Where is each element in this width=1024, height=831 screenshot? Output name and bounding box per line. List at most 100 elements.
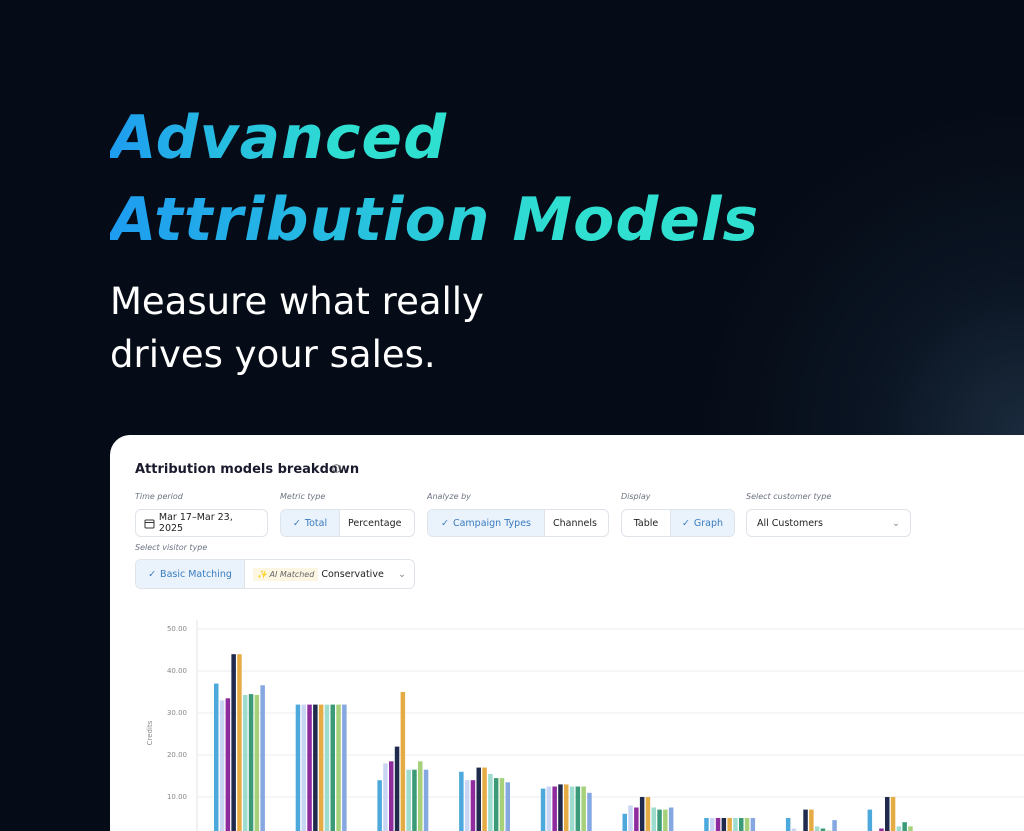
- filter-label: Time period: [135, 492, 183, 501]
- bar: [634, 807, 639, 831]
- filter-label: Analyze by: [427, 492, 471, 501]
- bar: [423, 769, 429, 831]
- bar: [383, 763, 388, 831]
- ai-tag: AI Matched: [269, 569, 315, 579]
- toggle-option[interactable]: Percentage: [339, 510, 409, 536]
- bar: [214, 683, 219, 831]
- bar: [243, 694, 248, 831]
- y-tick-label: 20.00: [167, 751, 187, 759]
- bar: [394, 746, 400, 831]
- bar: [668, 807, 674, 831]
- calendar-icon: [144, 519, 155, 528]
- bar: [581, 786, 586, 831]
- bar: [248, 694, 254, 831]
- bar: [896, 826, 902, 831]
- toggle-option[interactable]: Channels: [544, 510, 605, 536]
- bar: [639, 797, 645, 831]
- bar: [330, 704, 335, 831]
- bar: [803, 809, 808, 831]
- info-icon: [332, 464, 341, 473]
- bar: [879, 828, 884, 831]
- bar: [470, 780, 476, 831]
- filter-label: Select customer type: [746, 492, 832, 501]
- bar: [505, 782, 510, 831]
- bar: [558, 784, 563, 831]
- bar: [301, 704, 306, 831]
- option-label: Channels: [553, 517, 597, 529]
- bar: [389, 761, 394, 831]
- bar: [464, 780, 470, 831]
- bar: [307, 704, 312, 831]
- bar: [482, 767, 487, 831]
- toggle-option[interactable]: ✓ Basic Matching: [136, 560, 244, 588]
- bar: [219, 700, 225, 831]
- bar: [237, 654, 242, 831]
- bar: [342, 704, 347, 831]
- filter-label: Display: [621, 492, 651, 501]
- subheadline: drives your sales.: [110, 333, 436, 376]
- toggle-option[interactable]: ✓ Campaign Types: [428, 510, 544, 536]
- bar: [651, 807, 656, 831]
- bar: [476, 767, 481, 831]
- bar: [733, 818, 738, 831]
- option-label: Percentage: [348, 517, 402, 529]
- option-label: Table: [633, 517, 659, 529]
- bar: [785, 818, 791, 831]
- bar: [564, 784, 569, 831]
- bar: [260, 685, 265, 831]
- bar: [569, 786, 575, 831]
- option-label: Graph: [693, 517, 724, 529]
- y-axis-label: Credits: [146, 720, 154, 745]
- option-label: Total: [304, 517, 328, 529]
- y-tick-label: 10.00: [167, 793, 187, 801]
- chart: Credits 10.00 20.00 30.00 40.00 50.00: [146, 620, 1024, 831]
- bar: [412, 769, 417, 831]
- ai-select[interactable]: ✨ AI Matched Conservative ⌄: [244, 560, 414, 588]
- bar: [704, 818, 709, 831]
- bar: [739, 818, 744, 831]
- toggle-group: ✓ Total Percentage: [280, 509, 415, 537]
- bar: [867, 809, 873, 831]
- filter-label: Select visitor type: [135, 543, 208, 552]
- bar: [406, 769, 411, 831]
- option-label: Basic Matching: [160, 568, 232, 580]
- bar: [814, 826, 820, 831]
- bar: [622, 813, 627, 831]
- bar: [744, 818, 750, 831]
- bar: [546, 786, 552, 831]
- bar: [715, 818, 721, 831]
- panel-title: Attribution models breakdown: [135, 462, 360, 477]
- bar: [587, 792, 592, 831]
- toggle-group: ✓ Campaign Types Channels: [427, 509, 609, 537]
- bar: [890, 797, 896, 831]
- bar: [645, 797, 651, 831]
- toggle-option[interactable]: ✓ Graph: [670, 510, 734, 536]
- bar: [791, 828, 797, 831]
- bar: [902, 822, 907, 831]
- toggle-group: ✓ Basic Matching ✨ AI Matched Conservativ…: [135, 559, 415, 589]
- bar: [710, 818, 715, 831]
- option-label: Campaign Types: [452, 517, 531, 529]
- bar: [628, 805, 633, 831]
- bar: [575, 786, 581, 831]
- bar: [657, 809, 662, 831]
- bar: [418, 761, 423, 831]
- toggle-option[interactable]: Table: [622, 510, 670, 536]
- bar: [488, 773, 493, 831]
- bar: [318, 704, 324, 831]
- bar: [377, 780, 382, 831]
- y-tick-label: 50.00: [167, 625, 187, 633]
- bar: [225, 698, 231, 831]
- select[interactable]: All Customers ⌄: [746, 509, 911, 537]
- y-tick-label: 30.00: [167, 709, 187, 717]
- bar: [832, 820, 837, 831]
- bar: [493, 778, 499, 831]
- date-picker[interactable]: Mar 17–Mar 23, 2025: [135, 509, 268, 537]
- bar: [336, 704, 341, 831]
- bar: [459, 771, 464, 831]
- bar: [727, 818, 732, 831]
- bar: [313, 704, 318, 831]
- bar: [721, 818, 727, 831]
- toggle-option[interactable]: ✓ Total: [281, 510, 339, 536]
